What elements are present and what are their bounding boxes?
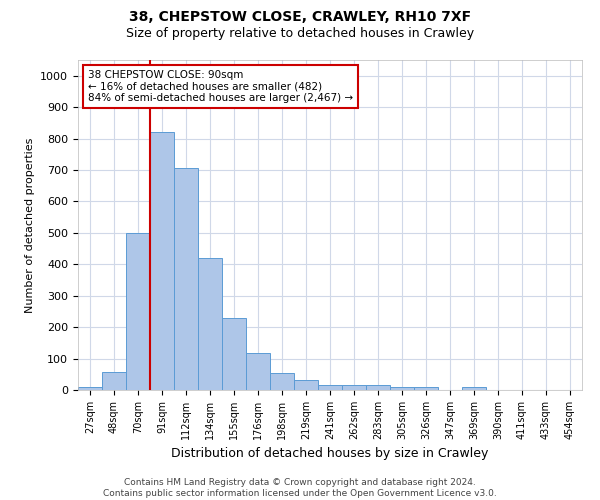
Bar: [294, 380, 318, 390]
Bar: [366, 386, 390, 390]
Bar: [102, 372, 126, 390]
Text: 38, CHEPSTOW CLOSE, CRAWLEY, RH10 7XF: 38, CHEPSTOW CLOSE, CRAWLEY, RH10 7XF: [129, 10, 471, 24]
X-axis label: Distribution of detached houses by size in Crawley: Distribution of detached houses by size …: [172, 448, 488, 460]
Bar: [318, 384, 342, 390]
Bar: [342, 386, 366, 390]
Bar: [414, 388, 438, 390]
Bar: [390, 388, 414, 390]
Bar: [198, 258, 222, 390]
Y-axis label: Number of detached properties: Number of detached properties: [25, 138, 35, 312]
Bar: [174, 168, 198, 390]
Bar: [150, 132, 174, 390]
Bar: [270, 372, 294, 390]
Text: 38 CHEPSTOW CLOSE: 90sqm
← 16% of detached houses are smaller (482)
84% of semi-: 38 CHEPSTOW CLOSE: 90sqm ← 16% of detach…: [88, 70, 353, 103]
Bar: [78, 388, 102, 390]
Text: Contains HM Land Registry data © Crown copyright and database right 2024.
Contai: Contains HM Land Registry data © Crown c…: [103, 478, 497, 498]
Bar: [222, 318, 246, 390]
Bar: [126, 233, 150, 390]
Bar: [462, 387, 486, 390]
Text: Size of property relative to detached houses in Crawley: Size of property relative to detached ho…: [126, 28, 474, 40]
Bar: [246, 353, 270, 390]
